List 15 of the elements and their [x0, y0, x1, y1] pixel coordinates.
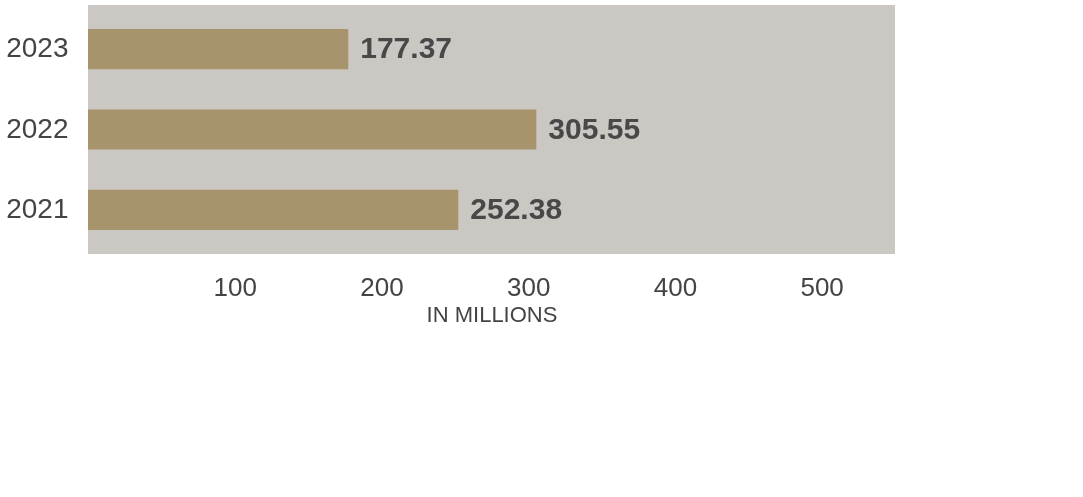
data-label: 252.38 — [470, 191, 563, 225]
x-tick-label: 200 — [360, 271, 404, 302]
bar — [88, 109, 537, 150]
x-tick-label: 400 — [653, 271, 698, 302]
bar — [88, 29, 349, 70]
y-tick-label: 2023 — [6, 32, 69, 64]
y-tick-label: 2021 — [6, 192, 69, 224]
x-axis-title: IN MILLIONS — [426, 301, 558, 327]
data-label: 305.55 — [548, 111, 641, 145]
x-tick-label: 100 — [213, 271, 257, 302]
x-tick-label: 300 — [506, 271, 551, 302]
y-tick-label: 2022 — [6, 112, 69, 144]
x-tick-label: 500 — [800, 271, 844, 302]
data-label: 177.37 — [360, 31, 453, 65]
bar — [88, 189, 459, 230]
